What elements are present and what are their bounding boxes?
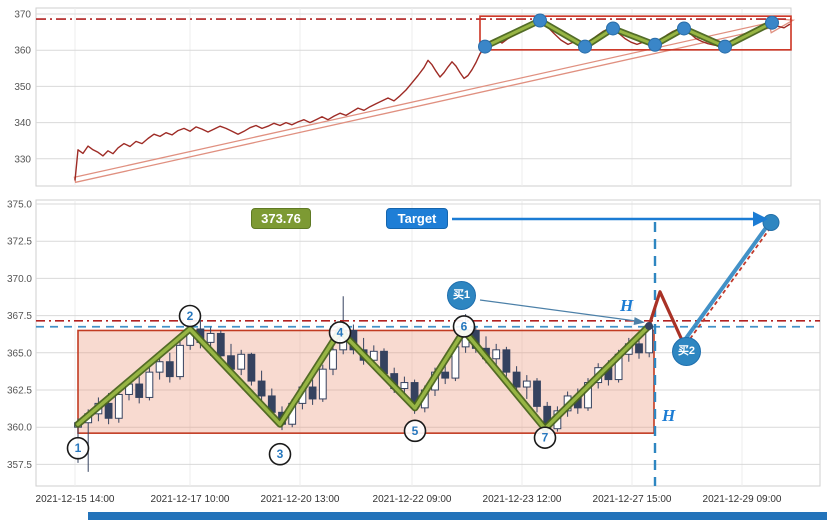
candle-body: [512, 371, 521, 388]
candle-body: [533, 380, 541, 407]
y-tick-label: 360: [14, 46, 31, 57]
buy1-badge: 买1: [447, 281, 476, 310]
pullback-path: [647, 290, 685, 344]
plot-border: [35, 7, 792, 187]
y-tick-label: 365.0: [7, 348, 32, 359]
y-tick-label: 370.0: [7, 274, 32, 285]
x-axis-label: 2021-12-15 14:00: [35, 494, 115, 505]
candle-body: [247, 353, 256, 382]
candle-body: [369, 350, 378, 361]
x-axis-labels: 2021-12-15 14:00 2021-12-17 10:00 2021-12-…: [0, 494, 827, 510]
candle-body: [176, 344, 184, 378]
buy1-pointer: [479, 299, 637, 322]
pivot-marker: [268, 442, 292, 466]
candle-body: [145, 371, 154, 398]
x-axis-label: 2021-12-27 15:00: [592, 494, 672, 505]
pivot-dot: [648, 37, 662, 52]
buy1-arrowhead: [633, 317, 645, 325]
candle-body: [318, 368, 327, 400]
y-tick-label: 367.5: [7, 311, 32, 322]
price-channel-box: [77, 329, 655, 434]
overview-price-line: [74, 19, 791, 181]
candle-body: [492, 349, 501, 360]
price-level-badge: 373.76: [251, 208, 311, 229]
bottom-bar: [88, 512, 827, 520]
pivot-number: 1: [75, 441, 82, 455]
pivot-dot: [765, 15, 779, 30]
pivot-number: 2: [187, 309, 194, 323]
candle-body: [206, 332, 215, 343]
candlestick-chart[interactable]: 375.0 372.5 370.0 367.5 365.0 362.5 360.0 357.5…: [0, 196, 827, 492]
pivot-dot: [718, 39, 732, 54]
y-tick-label: 370: [14, 10, 31, 21]
pivot-dot: [606, 21, 620, 36]
y-tick-label: 340: [14, 118, 31, 129]
candle-body: [522, 380, 531, 388]
pivot-dot: [478, 39, 492, 54]
y-tick-label: 360.0: [7, 423, 32, 434]
rally-line-dashed: [685, 227, 771, 345]
pattern-zigzag: [483, 19, 774, 49]
candle-body: [114, 393, 123, 419]
target-badge: Target: [386, 208, 448, 229]
candle-body: [237, 353, 246, 370]
y-tick-label: 357.5: [7, 460, 32, 471]
pivot-number: 6: [461, 319, 468, 333]
plot-border: [35, 199, 821, 487]
candle-body: [104, 402, 113, 419]
pivot-dot: [578, 39, 592, 54]
pivot-marker: [66, 436, 90, 460]
pivot-number: 4: [337, 325, 344, 339]
x-axis-label: 2021-12-22 09:00: [372, 494, 452, 505]
candle-body: [329, 349, 337, 370]
candle-body: [165, 361, 174, 378]
y-tick-label: 330: [14, 154, 31, 165]
zigzag: [76, 324, 651, 431]
breakout-dot: [645, 322, 653, 331]
pivot-marker: [403, 419, 427, 443]
candle-body: [257, 380, 266, 397]
x-axis-label: 2021-12-17 10:00: [150, 494, 230, 505]
pivot-number: 5: [412, 424, 419, 438]
y-tick-label: 362.5: [7, 386, 32, 397]
pivot-marker: [178, 304, 202, 328]
pivot-marker: [533, 426, 557, 449]
candle-body: [308, 386, 317, 400]
candle-body: [155, 361, 164, 373]
pivot-dot: [677, 21, 691, 36]
buy2-badge: 买2: [672, 337, 701, 366]
pivot-marker: [328, 321, 352, 344]
target-dot: [762, 213, 780, 231]
h-label-lower: H: [662, 406, 676, 425]
candle-body: [441, 371, 450, 379]
candle-body: [216, 332, 225, 357]
x-axis-label: 2021-12-20 13:00: [260, 494, 340, 505]
pattern-box: [479, 15, 792, 51]
y-tick-label: 350: [14, 82, 31, 93]
candlestick-chart-panel: 375.0 372.5 370.0 367.5 365.0 362.5 360.0 357.5…: [0, 196, 827, 512]
candle-body: [400, 382, 409, 390]
candle-body: [135, 383, 144, 398]
y-tick-label: 375.0: [7, 200, 32, 211]
overview-line-chart[interactable]: 370 360 350 340 330: [0, 0, 827, 196]
target-arrowhead: [753, 211, 768, 227]
x-axis-label: 2021-12-23 12:00: [482, 494, 562, 505]
x-axis-label: 2021-12-29 09:00: [702, 494, 782, 505]
pivot-marker: [452, 315, 476, 338]
candle-body: [502, 349, 511, 373]
candle-body: [635, 343, 643, 354]
trend-channel-arrow: [73, 17, 796, 184]
pivot-number: 7: [542, 431, 549, 445]
y-tick-label: 372.5: [7, 237, 32, 248]
pivot-dot: [533, 13, 547, 28]
rally-line: [681, 224, 769, 345]
h-label-upper: H: [620, 296, 634, 315]
pivot-number: 3: [277, 447, 284, 461]
overview-chart-panel: 370 360 350 340 330: [0, 0, 827, 196]
